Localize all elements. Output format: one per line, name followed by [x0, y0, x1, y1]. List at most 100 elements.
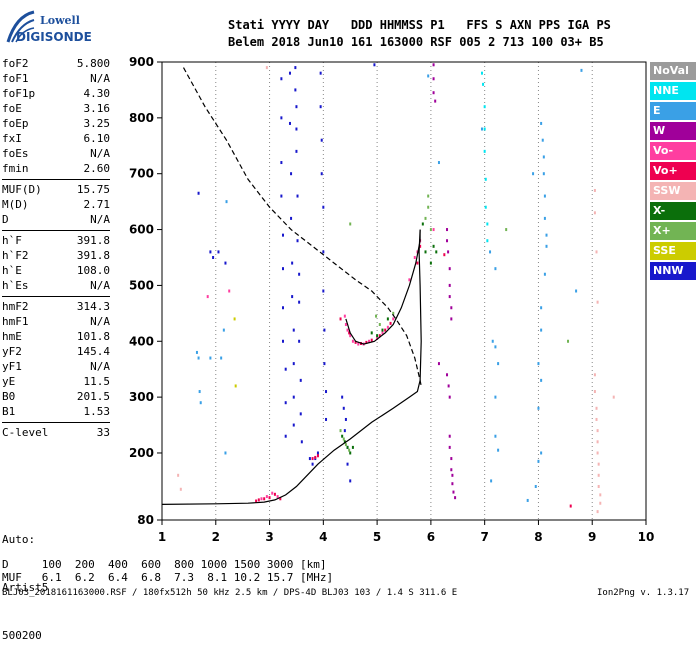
ionogram-chart: 1 2 3 4 5 6 7 8 9 10 80 200 300 400 500 600 700 800 900: [129, 55, 654, 544]
legend-item-x-: X-: [650, 202, 696, 220]
echo-point-x-: [567, 339, 570, 343]
echo-point-ssw: [593, 188, 596, 192]
echo-point-nne: [484, 205, 487, 209]
digisonde-logo: Lowell DIGISONDE: [4, 8, 104, 48]
echo-point-x-: [343, 440, 346, 444]
echo-point-x-: [370, 331, 373, 335]
distance-row: D 100 200 400 600 800 1000 1500 3000 [km…: [2, 558, 327, 571]
logo-mark-icon: [6, 10, 35, 43]
legend-item-w: W: [650, 122, 696, 140]
param-value: 1.53: [83, 405, 111, 418]
param-name: M(D): [2, 198, 29, 211]
echo-point-ssw: [596, 429, 599, 433]
x-tick-label: 4: [319, 530, 327, 544]
echo-point-nnw: [280, 194, 283, 198]
echo-point-e: [540, 121, 543, 125]
legend-item-x-: X+: [650, 222, 696, 240]
echo-point-vo-: [276, 495, 279, 499]
echo-point-nnw: [292, 362, 295, 366]
param-row: C-level 33: [2, 425, 110, 440]
echo-point-e: [542, 155, 545, 159]
y-tick-label: 500: [129, 278, 154, 292]
param-value: 2.60: [83, 162, 111, 175]
param-row: h`F 391.8: [2, 233, 110, 248]
muf-row: MUF 6.1 6.2 6.4 6.8 7.3 8.1 10.2 15.7 [M…: [2, 571, 334, 584]
echo-point-nnw: [373, 63, 376, 67]
echo-point-vo-: [316, 454, 319, 458]
echo-point-nnw: [322, 289, 325, 293]
echo-point-e: [225, 200, 228, 204]
x-tick-label: 1: [158, 530, 166, 544]
x-tick-label: 3: [265, 530, 273, 544]
echo-point-nnw: [341, 395, 344, 399]
logo-lowell-text: Lowell: [40, 14, 80, 27]
param-name: hmF2: [2, 300, 29, 313]
echo-point-vo-: [279, 497, 282, 501]
param-row: foE 3.16: [2, 101, 110, 116]
param-row: h`Es N/A: [2, 278, 110, 293]
echo-point-x-: [427, 194, 430, 198]
echo-point-e: [543, 272, 546, 276]
echo-point-e: [575, 289, 578, 293]
param-value: 15.75: [76, 183, 110, 196]
param-name: foE: [2, 102, 22, 115]
param-name: B1: [2, 405, 16, 418]
echo-point-ssw: [599, 493, 602, 497]
echo-point-e: [543, 194, 546, 198]
header-values: Belem 2018 Jun10 161 163000 RSF 005 2 71…: [228, 35, 604, 49]
param-row: hmE 101.8: [2, 329, 110, 344]
echo-point-vo-: [343, 314, 346, 318]
echo-point-x-: [421, 222, 424, 226]
echo-point-e: [494, 267, 497, 271]
param-name: fxI: [2, 132, 22, 145]
echo-point-nnw: [319, 71, 322, 75]
param-row: MUF(D) 15.75: [2, 182, 110, 197]
echo-point-vo-: [255, 499, 258, 503]
echo-point-e: [494, 395, 497, 399]
echo-point-e: [537, 459, 540, 463]
echo-point-e: [537, 362, 540, 366]
echo-point-e: [491, 339, 494, 343]
echo-point-vo-: [228, 289, 231, 293]
echo-point-e: [209, 356, 212, 360]
param-name: hmF1: [2, 315, 29, 328]
param-value: N/A: [90, 315, 110, 328]
echo-point-e: [543, 216, 546, 220]
params-separator: [2, 296, 110, 297]
echo-point-vo-: [443, 253, 446, 257]
echo-point-w: [432, 77, 435, 81]
echo-point-nnw: [294, 88, 297, 92]
legend-item-nnw: NNW: [650, 262, 696, 280]
echo-point-nnw: [282, 233, 284, 237]
echo-point-x-: [344, 443, 347, 447]
param-row: h`E 108.0: [2, 263, 110, 278]
echo-point-e: [540, 378, 543, 382]
echo-point-nnw: [224, 261, 227, 265]
echo-point-x-: [386, 317, 389, 321]
echo-point-e: [541, 138, 544, 142]
echo-point-nnw: [322, 250, 325, 254]
x-tick-label: 7: [480, 530, 488, 544]
param-name: h`F2: [2, 249, 29, 262]
echo-point-nnw: [282, 267, 284, 271]
echo-point-vo-: [365, 340, 368, 344]
footer-version: Ion2Png v. 1.3.17: [597, 588, 690, 598]
echo-point-vo-: [384, 328, 387, 332]
echo-point-x-: [429, 261, 432, 265]
echo-point-nnw: [280, 116, 283, 120]
echo-point-nnw: [316, 451, 319, 455]
echo-point-nnw: [298, 339, 301, 343]
echo-point-vo-: [311, 457, 314, 461]
param-name: C-level: [2, 426, 49, 439]
echo-point-e: [494, 345, 497, 349]
param-name: foEp: [2, 117, 29, 130]
param-row: yF1 N/A: [2, 359, 110, 374]
param-row: h`F2 391.8: [2, 248, 110, 263]
echo-point-e: [580, 68, 583, 72]
param-value: 108.0: [76, 264, 110, 277]
param-value: N/A: [90, 279, 110, 292]
echo-point-e: [526, 498, 529, 502]
echo-point-w: [451, 473, 454, 477]
x-tick-label: 9: [588, 530, 596, 544]
echo-point-w: [448, 445, 451, 449]
